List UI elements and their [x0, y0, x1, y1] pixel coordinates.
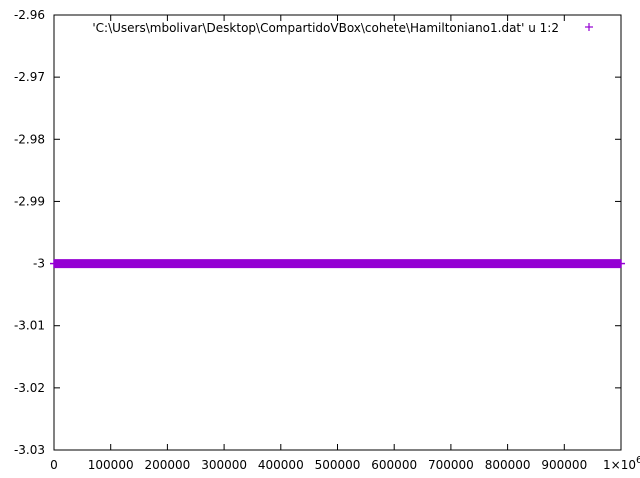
x-tick-label: 800000	[485, 458, 531, 472]
legend-marker	[585, 23, 593, 31]
data-point	[305, 259, 314, 268]
y-tick-label: -3.03	[14, 443, 45, 457]
y-tick-label: -2.98	[14, 132, 45, 146]
x-tick-label: 100000	[88, 458, 134, 472]
data-point	[135, 259, 144, 268]
x-tick-label: 0	[50, 458, 58, 472]
legend-label: 'C:\Users\mbolivar\Desktop\CompartidoVBo…	[92, 21, 559, 35]
data-point	[390, 259, 399, 268]
y-tick-label: -2.97	[14, 70, 45, 84]
x-tick-label: 700000	[428, 458, 474, 472]
data-point	[588, 259, 597, 268]
data-point	[560, 259, 569, 268]
data-point	[276, 259, 285, 268]
x-tick-label: 900000	[541, 458, 587, 472]
x-tick-label: 300000	[201, 458, 247, 472]
x-tick-label-exponent: 6	[636, 455, 640, 466]
x-tick-label: 500000	[315, 458, 361, 472]
data-point	[248, 259, 257, 268]
data-point	[475, 259, 484, 268]
data-point	[191, 259, 200, 268]
data-point	[106, 259, 115, 268]
data-point	[418, 259, 427, 268]
series-layer	[50, 259, 625, 269]
legend: 'C:\Users\mbolivar\Desktop\CompartidoVBo…	[92, 21, 593, 35]
y-tick-label: -3	[33, 257, 45, 271]
data-point	[78, 259, 87, 268]
x-axis: 0 100000 200000 300000 400000 500000 600000 700…	[50, 15, 640, 472]
x-tick-label: 200000	[144, 458, 190, 472]
data-point	[531, 259, 540, 268]
data-point	[361, 259, 370, 268]
x-tick-label-end: 1×106	[603, 455, 640, 472]
y-tick-label: -2.96	[14, 8, 45, 22]
y-tick-label: -3.02	[14, 381, 45, 395]
y-tick-label: -3.01	[14, 319, 45, 333]
data-point	[333, 259, 342, 268]
data-point	[617, 259, 625, 268]
y-axis: -2.96 -2.97 -2.98 -2.99 -3 -3.01 -3.02 -3.03	[14, 8, 621, 457]
data-point	[163, 259, 172, 268]
data-point	[446, 259, 455, 268]
x-tick-label: 600000	[371, 458, 417, 472]
y-tick-label: -2.99	[14, 194, 45, 208]
data-point	[50, 259, 58, 268]
data-point	[503, 259, 512, 268]
plot-frame	[53, 14, 622, 451]
data-point	[220, 259, 229, 268]
x-tick-label: 400000	[258, 458, 304, 472]
